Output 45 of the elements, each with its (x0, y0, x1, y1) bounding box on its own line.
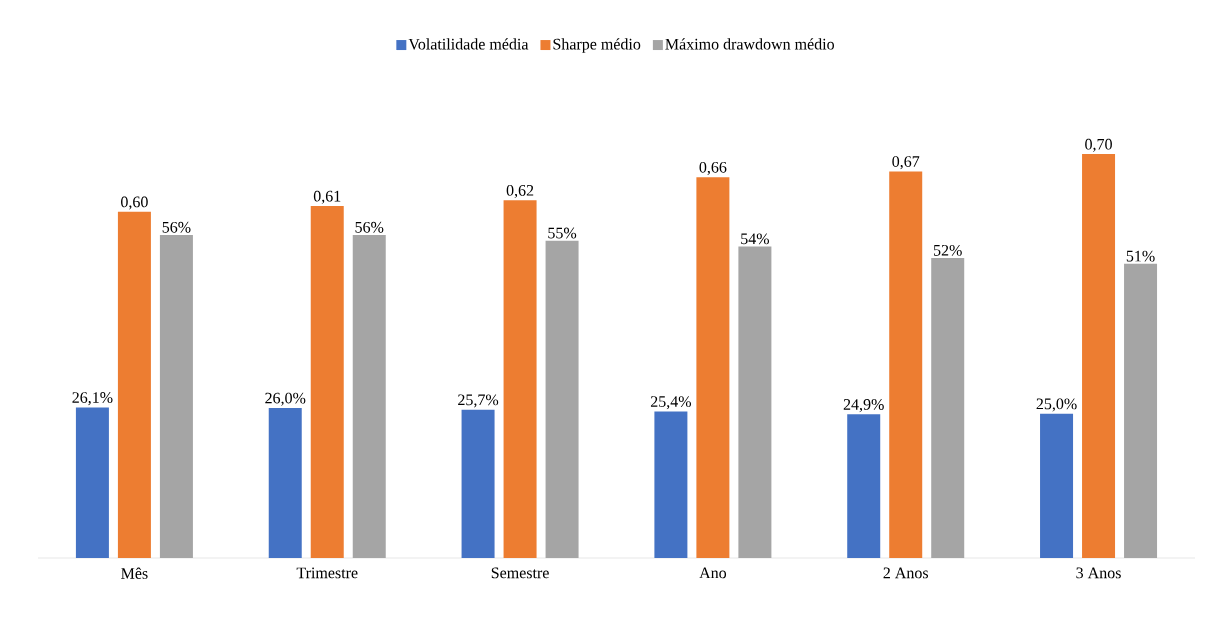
x-tick-label: 3 Anos (1076, 567, 1121, 579)
bar (310, 206, 344, 558)
bar (503, 200, 537, 558)
data-label: 26,0% (265, 392, 306, 406)
bar (545, 240, 579, 558)
data-label: 56% (355, 221, 384, 233)
x-tick-label: Ano (699, 567, 727, 579)
bar (696, 177, 730, 558)
data-label: 0,70 (1085, 138, 1112, 152)
bar (738, 246, 772, 558)
legend-label: Volatilidade média (408, 38, 529, 50)
legend-label: Máximo drawdown médio (665, 38, 834, 50)
bar (1124, 263, 1158, 558)
x-tick-label: Mês (121, 567, 148, 579)
data-label: 51% (1126, 250, 1155, 262)
bar (1082, 154, 1116, 558)
legend-label: Sharpe médio (553, 38, 641, 53)
data-label: 0,66 (699, 161, 727, 175)
data-label: 0,67 (892, 156, 920, 170)
x-tick-label: Semestre (491, 567, 549, 579)
bar (352, 234, 386, 558)
data-label: 55% (548, 227, 577, 239)
x-tick-label: 2 Anos (883, 567, 929, 579)
bar (889, 171, 923, 558)
bar (931, 257, 965, 558)
data-label: 54% (741, 233, 770, 245)
bar (654, 411, 688, 558)
data-label: 25,7% (458, 394, 499, 408)
data-label: 52% (933, 244, 962, 256)
bar (117, 211, 151, 558)
bar (847, 414, 881, 558)
data-label: 25,0% (1036, 398, 1077, 412)
data-label: 25,4% (650, 396, 692, 410)
x-tick-label: Trimestre (296, 567, 358, 579)
data-label: 24,9% (843, 399, 884, 413)
bar (461, 409, 495, 558)
data-label: 56% (162, 221, 191, 233)
data-label: 0,62 (506, 184, 534, 199)
data-label: 26,1% (72, 392, 113, 406)
bar (75, 407, 109, 558)
data-label: 0,61 (313, 190, 341, 204)
bar (1040, 413, 1074, 558)
data-label: 0,60 (121, 196, 148, 210)
bar (268, 407, 302, 558)
bar (159, 234, 193, 558)
